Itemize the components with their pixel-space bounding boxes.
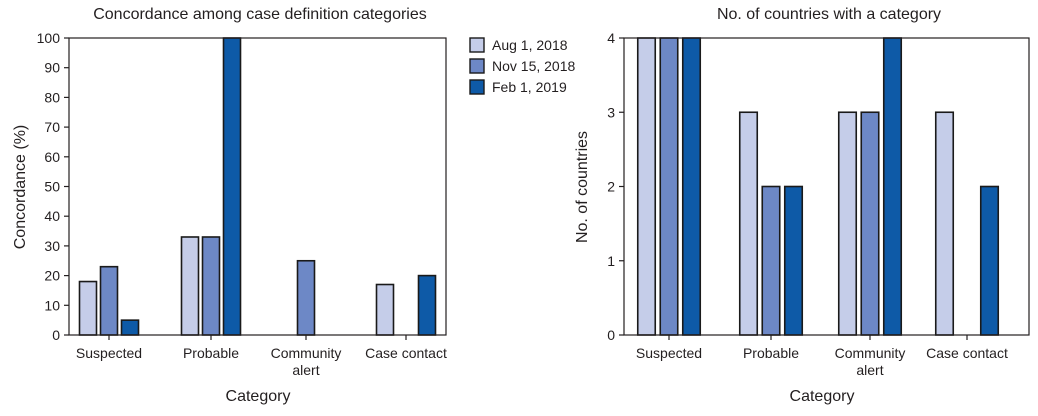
y-tick-label: 1 — [607, 253, 615, 269]
legend-swatch — [469, 58, 485, 74]
bar — [120, 319, 140, 336]
bar — [738, 111, 759, 336]
y-tick-label: 4 — [607, 30, 615, 46]
bar — [837, 111, 858, 336]
y-axis-ticks: 0 1 2 3 4 — [607, 30, 624, 343]
countries-chart: No. of countries with a category No. of … — [574, 6, 1030, 405]
y-tick-label: 30 — [44, 238, 60, 254]
y-tick-label: 2 — [607, 179, 615, 195]
legend: Aug 1, 2018 Nov 15, 2018 Feb 1, 2019 — [469, 37, 575, 95]
y-tick-label: 60 — [44, 149, 60, 165]
bar — [222, 37, 242, 336]
y-tick-label: 50 — [44, 179, 60, 195]
category-label: Probable — [743, 345, 799, 361]
bar — [882, 37, 903, 336]
category-label: Suspected — [76, 345, 142, 361]
category-label: Community — [271, 345, 342, 361]
legend-swatch — [469, 79, 485, 95]
bar — [934, 111, 955, 336]
category-label: Case contact — [365, 345, 447, 361]
bar-group — [78, 37, 437, 336]
bar — [681, 37, 702, 336]
bar — [375, 283, 395, 336]
category-label: Case contact — [926, 345, 1008, 361]
y-tick-label: 3 — [607, 104, 615, 120]
legend-label: Feb 1, 2019 — [492, 79, 567, 95]
bar — [979, 185, 1000, 336]
x-axis-title: Category — [226, 388, 291, 405]
y-tick-label: 10 — [44, 297, 60, 313]
bar-group — [636, 37, 1000, 336]
bar — [761, 185, 781, 336]
category-label: Probable — [183, 345, 239, 361]
bar — [99, 265, 119, 336]
bar — [636, 37, 657, 336]
category-label: alert — [292, 362, 319, 378]
bar — [783, 185, 804, 336]
bar — [417, 274, 437, 336]
y-tick-label: 70 — [44, 119, 60, 135]
y-tick-label: 80 — [44, 89, 60, 105]
y-tick-label: 90 — [44, 60, 60, 76]
bar — [180, 236, 200, 336]
legend-label: Aug 1, 2018 — [492, 37, 568, 53]
y-tick-label: 20 — [44, 268, 60, 284]
chart-title: No. of countries with a category — [717, 6, 941, 23]
bar — [201, 236, 221, 336]
bar — [659, 37, 679, 336]
chart-title: Concordance among case definition catego… — [93, 6, 427, 23]
category-label: alert — [856, 362, 883, 378]
y-tick-label: 0 — [607, 327, 615, 343]
bar — [78, 280, 98, 336]
concordance-chart: Concordance among case definition catego… — [12, 6, 447, 405]
legend-label: Nov 15, 2018 — [492, 58, 575, 74]
y-axis-title: Concordance (%) — [12, 125, 29, 250]
y-tick-label: 0 — [52, 327, 60, 343]
bar — [296, 259, 316, 336]
category-label: Suspected — [636, 345, 702, 361]
y-tick-label: 40 — [44, 208, 60, 224]
bar — [860, 111, 880, 336]
legend-swatch — [469, 37, 485, 53]
category-label: Community — [835, 345, 906, 361]
x-axis-title: Category — [790, 388, 855, 405]
y-axis-title: No. of countries — [574, 131, 591, 243]
y-tick-label: 100 — [37, 30, 61, 46]
y-axis-ticks: 0 10 20 30 40 50 60 70 80 90 100 — [37, 30, 69, 343]
